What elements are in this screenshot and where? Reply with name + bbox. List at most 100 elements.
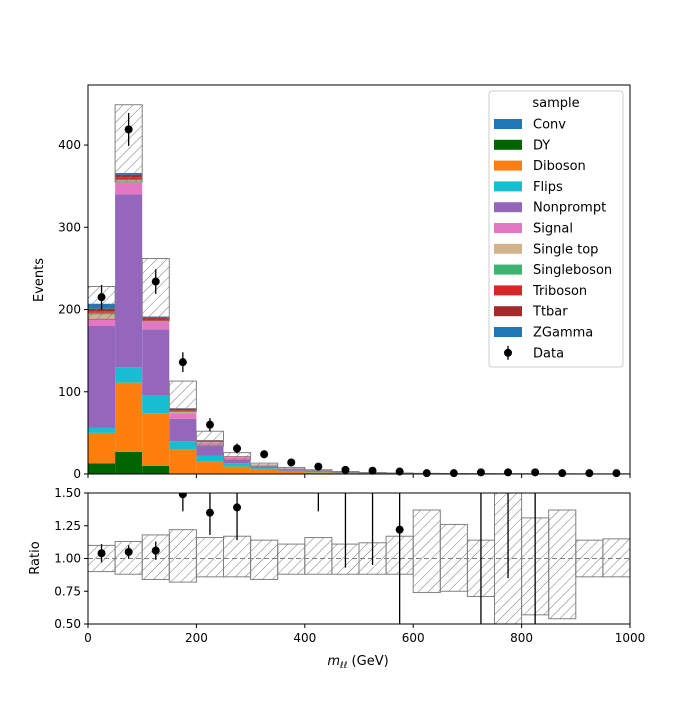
ratio-axis-label: Ratio <box>28 541 43 574</box>
legend-swatch-diboson <box>494 161 522 171</box>
bar-diboson-bin-4 <box>196 462 223 474</box>
data-point-2 <box>152 278 160 286</box>
bar-nonprompt-bin-1 <box>115 194 142 367</box>
data-point-7 <box>287 458 295 466</box>
bar-diboson-bin-2 <box>142 413 169 466</box>
uncertainty-bin-3 <box>169 381 196 411</box>
legend-label-diboson: Diboson <box>533 159 586 174</box>
data-point-6 <box>260 450 268 458</box>
bar-dy-bin-2 <box>142 466 169 474</box>
data-point-15 <box>504 468 512 476</box>
uncertainty-bin-6 <box>251 463 278 467</box>
ratio-point-4 <box>206 509 214 517</box>
ratio-point-2 <box>152 547 160 555</box>
legend-swatch-nonprompt <box>494 202 522 212</box>
ratio-point-1 <box>125 548 133 556</box>
ratio-point-5 <box>233 503 241 511</box>
legend-marker-data <box>504 349 512 357</box>
legend: sample ConvDYDibosonFlipsNonpromptSignal… <box>489 91 623 367</box>
bar-diboson-bin-1 <box>115 383 142 452</box>
ratio-band-bin-19 <box>603 539 630 577</box>
bar-flips-bin-4 <box>196 456 223 462</box>
data-point-18 <box>585 469 593 477</box>
bar-dy-bin-0 <box>88 463 115 474</box>
bar-flips-bin-1 <box>115 367 142 383</box>
legend-swatch-flips <box>494 181 522 191</box>
uncertainty-bin-5 <box>224 453 251 460</box>
ratio-band-bin-17 <box>549 510 576 619</box>
ratio-band-bin-13 <box>440 524 467 591</box>
legend-label-nonprompt: Nonprompt <box>533 201 606 216</box>
ratio-tick-label: 1.50 <box>54 486 81 500</box>
bar-nonprompt-bin-4 <box>196 446 223 456</box>
data-point-19 <box>612 469 620 477</box>
main-y-axis: 0 100 200 300 400 <box>58 138 88 481</box>
y-axis-label: Events <box>32 258 47 302</box>
y-tick-label: 300 <box>58 220 81 234</box>
legend-swatch-dy <box>494 140 522 150</box>
legend-swatch-conv <box>494 119 522 129</box>
ratio-band-bin-8 <box>305 538 332 575</box>
x-axis-label: mℓℓ (GeV) <box>327 654 388 671</box>
data-point-9 <box>341 466 349 474</box>
x-tick-label: 0 <box>84 631 92 645</box>
ratio-band-bin-7 <box>278 544 305 574</box>
x-axis-label-base: m <box>327 654 340 669</box>
bar-signal-bin-2 <box>142 322 169 329</box>
bar-nonprompt-bin-2 <box>142 329 169 395</box>
legend-label-conv: Conv <box>533 118 566 133</box>
bar-nonprompt-bin-0 <box>88 326 115 428</box>
ratio-tick-label: 0.50 <box>54 617 81 631</box>
data-point-13 <box>450 469 458 477</box>
x-axis-label-subscript: ℓℓ <box>339 661 347 671</box>
bar-nonprompt-bin-3 <box>169 419 196 441</box>
legend-swatch-signal <box>494 223 522 233</box>
bar-flips-bin-7 <box>278 471 305 472</box>
data-point-14 <box>477 468 485 476</box>
y-tick-label: 100 <box>58 385 81 399</box>
legend-label-signal: Signal <box>533 222 573 237</box>
legend-swatch-zgamma <box>494 327 522 337</box>
legend-swatch-singleboson <box>494 265 522 275</box>
bar-nonprompt-bin-7 <box>278 469 305 470</box>
x-tick-label: 400 <box>293 631 316 645</box>
data-point-4 <box>206 421 214 429</box>
bar-diboson-bin-5 <box>224 467 251 474</box>
y-tick-label: 200 <box>58 303 81 317</box>
y-tick-label: 0 <box>73 467 81 481</box>
main-x-ticks <box>88 474 630 478</box>
ratio-tick-label: 1.00 <box>54 552 81 566</box>
ratio-band-bin-12 <box>413 510 440 593</box>
legend-title: sample <box>532 96 579 111</box>
uncertainty-bin-4 <box>196 431 223 446</box>
x-tick-label: 800 <box>510 631 533 645</box>
x-tick-label: 200 <box>185 631 208 645</box>
ratio-point-0 <box>98 549 106 557</box>
data-point-3 <box>179 358 187 366</box>
bar-diboson-bin-3 <box>169 449 196 474</box>
data-point-12 <box>423 469 431 477</box>
x-tick-label: 600 <box>402 631 425 645</box>
ratio-band-bin-3 <box>169 530 196 582</box>
data-point-1 <box>125 125 133 133</box>
bar-single-top-bin-3 <box>169 412 196 413</box>
ratio-band-bin-5 <box>224 536 251 577</box>
y-tick-label: 400 <box>58 138 81 152</box>
ratio-tick-label: 0.75 <box>54 584 81 598</box>
ratio-band-bin-6 <box>251 540 278 579</box>
legend-label-ttbar: Ttbar <box>532 305 568 320</box>
data-point-0 <box>98 293 106 301</box>
legend-label-single-top: Single top <box>533 242 598 257</box>
uncertainty-bin-7 <box>278 467 305 468</box>
bar-signal-bin-3 <box>169 413 196 419</box>
legend-label-singleboson: Singleboson <box>533 263 612 278</box>
bar-flips-bin-0 <box>88 428 115 433</box>
data-point-17 <box>558 469 566 477</box>
bar-signal-bin-1 <box>115 183 142 195</box>
data-point-8 <box>314 463 322 471</box>
bar-flips-bin-3 <box>169 441 196 449</box>
x-axis-label-unit: (GeV) <box>347 654 388 669</box>
legend-label-dy: DY <box>533 138 550 153</box>
